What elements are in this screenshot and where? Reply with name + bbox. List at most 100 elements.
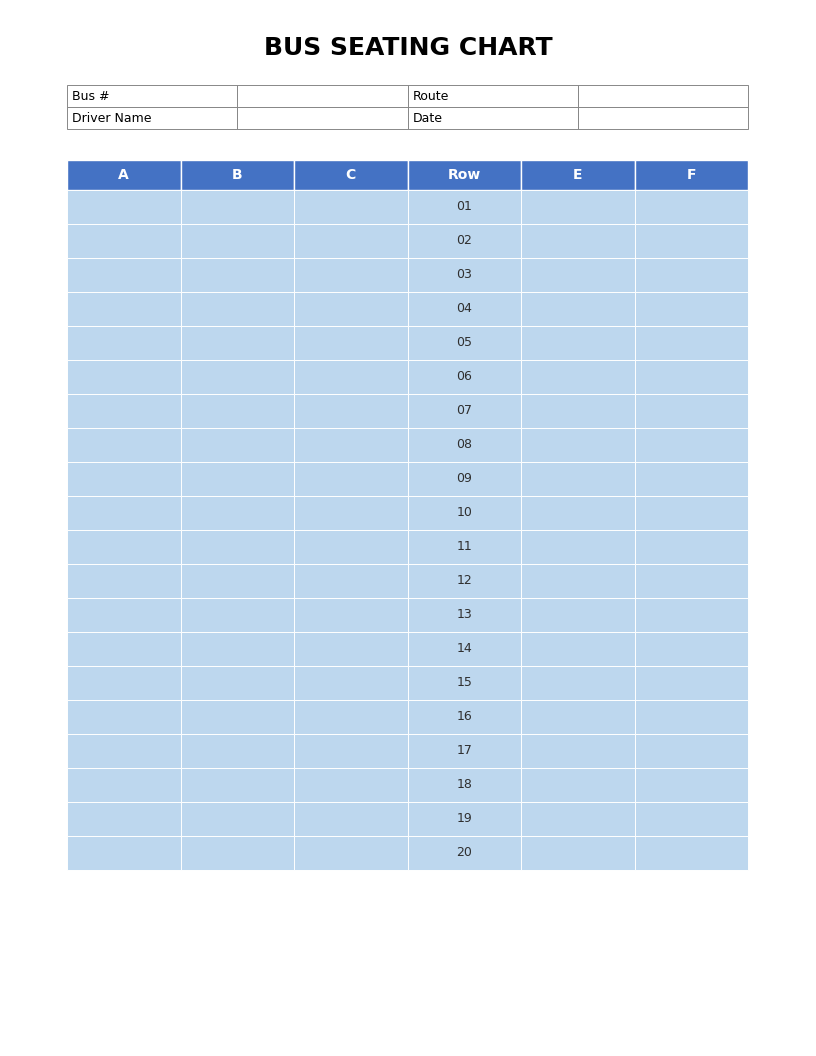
Text: Bus #: Bus #	[72, 90, 109, 102]
Bar	[407, 463, 521, 496]
Bar	[294, 666, 407, 700]
Bar	[521, 496, 635, 530]
Bar	[67, 564, 180, 598]
Bar	[521, 564, 635, 598]
Bar	[294, 631, 407, 666]
Text: 04: 04	[456, 302, 472, 316]
Text: Route: Route	[413, 90, 449, 102]
Bar	[294, 360, 407, 394]
Bar	[521, 631, 635, 666]
Bar	[407, 496, 521, 530]
Bar	[635, 631, 748, 666]
Bar	[578, 107, 748, 129]
Bar	[294, 836, 407, 870]
Text: 06: 06	[456, 371, 472, 383]
Bar	[294, 326, 407, 360]
Text: 01: 01	[456, 201, 472, 213]
Bar	[67, 161, 180, 190]
Text: 05: 05	[456, 337, 472, 350]
Bar	[67, 428, 180, 463]
Bar	[407, 768, 521, 802]
Bar	[635, 768, 748, 802]
Bar	[180, 836, 294, 870]
Bar	[180, 224, 294, 258]
Bar	[407, 564, 521, 598]
Bar	[180, 564, 294, 598]
Text: 07: 07	[456, 404, 472, 417]
Text: 15: 15	[456, 677, 472, 690]
Bar	[180, 394, 294, 428]
Text: BUS SEATING CHART: BUS SEATING CHART	[264, 36, 552, 60]
Bar	[635, 666, 748, 700]
Bar	[180, 258, 294, 293]
Bar	[521, 190, 635, 224]
Bar	[407, 190, 521, 224]
Bar	[521, 768, 635, 802]
Bar	[294, 190, 407, 224]
Bar	[635, 224, 748, 258]
Bar	[67, 631, 180, 666]
Text: 10: 10	[456, 507, 472, 520]
Text: 16: 16	[456, 711, 472, 723]
Bar	[180, 360, 294, 394]
Bar	[407, 258, 521, 293]
Bar	[237, 84, 407, 107]
Bar	[67, 326, 180, 360]
Bar	[521, 700, 635, 734]
Bar	[407, 428, 521, 463]
Bar	[635, 258, 748, 293]
Bar	[67, 700, 180, 734]
Bar	[407, 631, 521, 666]
Bar	[294, 428, 407, 463]
Bar	[635, 530, 748, 564]
Bar	[635, 564, 748, 598]
Bar	[521, 530, 635, 564]
Bar	[180, 161, 294, 190]
Bar	[294, 224, 407, 258]
Bar	[237, 107, 407, 129]
Bar	[67, 496, 180, 530]
Bar	[294, 161, 407, 190]
Bar	[635, 161, 748, 190]
Text: 19: 19	[456, 812, 472, 826]
Text: 18: 18	[456, 778, 472, 792]
Bar	[180, 293, 294, 326]
Bar	[294, 293, 407, 326]
Bar	[635, 326, 748, 360]
Bar	[67, 258, 180, 293]
Bar	[294, 530, 407, 564]
Text: Date: Date	[413, 112, 442, 125]
Bar	[521, 360, 635, 394]
Bar	[635, 293, 748, 326]
Text: 17: 17	[456, 744, 472, 757]
Bar	[294, 463, 407, 496]
Bar	[407, 700, 521, 734]
Bar	[407, 161, 521, 190]
Bar	[635, 836, 748, 870]
Text: B: B	[232, 168, 242, 182]
Bar	[407, 530, 521, 564]
Text: C: C	[346, 168, 356, 182]
Text: 20: 20	[456, 847, 472, 860]
Bar	[521, 161, 635, 190]
Bar	[407, 107, 578, 129]
Bar	[635, 190, 748, 224]
Bar	[407, 598, 521, 631]
Bar	[67, 836, 180, 870]
Bar	[407, 836, 521, 870]
Text: 14: 14	[456, 642, 472, 656]
Bar	[294, 564, 407, 598]
Text: 08: 08	[456, 438, 472, 452]
Bar	[180, 802, 294, 836]
Bar	[294, 496, 407, 530]
Bar	[67, 598, 180, 631]
Bar	[578, 84, 748, 107]
Bar	[180, 190, 294, 224]
Bar	[635, 428, 748, 463]
Text: Row: Row	[448, 168, 481, 182]
Text: 02: 02	[456, 234, 472, 247]
Bar	[407, 666, 521, 700]
Bar	[67, 666, 180, 700]
Bar	[180, 326, 294, 360]
Bar	[180, 598, 294, 631]
